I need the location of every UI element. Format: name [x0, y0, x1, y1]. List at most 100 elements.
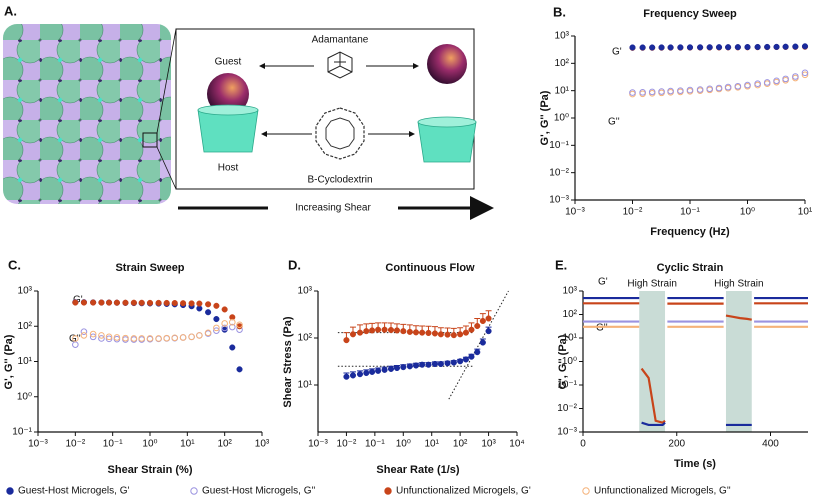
- data-point: [406, 363, 413, 370]
- data-point: [387, 326, 395, 334]
- cyclodextrin-molecule: [315, 107, 365, 160]
- x-axis-label: Frequency (Hz): [650, 226, 730, 238]
- host-rim: [417, 116, 477, 128]
- data-point: [479, 339, 486, 346]
- data-point: [734, 82, 742, 90]
- x-tick-label: 10⁻²: [65, 439, 85, 450]
- x-tick-label: 400: [762, 439, 779, 450]
- data-point: [349, 372, 357, 379]
- legend-marker: [384, 487, 392, 495]
- data-point: [763, 79, 771, 86]
- data-point: [387, 365, 395, 372]
- data-point: [801, 69, 809, 77]
- data-point: [213, 327, 220, 334]
- fit-line: [448, 290, 509, 400]
- y-tick-label: 10¹: [18, 356, 33, 367]
- x-tick-label: 10³: [255, 439, 270, 450]
- data-point: [468, 326, 475, 333]
- data-point: [146, 299, 154, 306]
- data-point: [105, 335, 113, 343]
- data-point: [122, 334, 129, 342]
- data-point: [171, 300, 178, 307]
- x-tick-label: 10⁻³: [28, 439, 48, 450]
- data-point: [155, 335, 162, 342]
- annotation: G'': [608, 117, 620, 128]
- data-point: [437, 331, 444, 338]
- data-point: [764, 43, 771, 50]
- x-axis-label: Shear Strain (%): [108, 464, 193, 476]
- data-point: [400, 364, 407, 371]
- data-point: [425, 361, 432, 368]
- data-point: [138, 299, 145, 306]
- host-rim: [197, 104, 259, 116]
- data-point: [356, 329, 364, 336]
- panel: B. Frequency Sweep Frequency (Hz) G', G'' (…: [539, 4, 813, 237]
- y-axis-label: G', G'' (Pa): [539, 90, 551, 145]
- x-tick-label: 10⁰: [142, 439, 157, 450]
- y-tick-label: 10⁰: [554, 113, 569, 124]
- data-point: [431, 330, 439, 337]
- data-point: [734, 44, 741, 51]
- data-point: [205, 309, 212, 316]
- data-point: [649, 44, 656, 51]
- data-point: [369, 327, 376, 334]
- region-label: High Strain: [714, 279, 763, 290]
- zoom-line: [156, 28, 177, 134]
- region-label: High Strain: [627, 279, 676, 290]
- data-point: [450, 359, 457, 366]
- data-point: [725, 44, 732, 51]
- data-point: [801, 71, 809, 79]
- panel: E. Cyclic Strain Time (s) G', G'' (Pa) G' G''…: [555, 257, 808, 470]
- data-point: [444, 360, 451, 367]
- panel-label: C.: [8, 257, 21, 272]
- data-point: [72, 335, 79, 342]
- microgel-lattice: [3, 24, 171, 204]
- y-tick-label: 10⁻²: [549, 167, 569, 178]
- data-line: [583, 296, 808, 427]
- y-tick-label: 10²: [563, 309, 578, 320]
- y-tick-label: 10²: [18, 321, 33, 332]
- legend-label: Guest-Host Microgels, G': [18, 486, 129, 497]
- x-tick-label: 10⁴: [509, 439, 524, 450]
- data-point: [479, 317, 486, 325]
- data-point: [179, 334, 187, 341]
- data-point: [369, 368, 376, 375]
- data-point: [171, 334, 179, 342]
- x-tick-label: 200: [668, 439, 685, 450]
- x-tick-label: 10⁰: [740, 207, 755, 218]
- data-line: [583, 302, 808, 424]
- shear-label: Increasing Shear: [295, 203, 371, 214]
- data-point: [236, 321, 243, 329]
- data-point: [667, 87, 674, 95]
- data-point: [715, 44, 723, 51]
- legend-label: Unfunctionalized Microgels, G': [396, 486, 531, 497]
- data-point: [457, 331, 464, 338]
- x-tick-label: 10¹: [180, 439, 195, 450]
- y-tick-label: 10⁰: [562, 356, 577, 367]
- data-point: [629, 44, 636, 51]
- cyclodextrin-ring: [325, 117, 355, 150]
- y-tick-label: 10²: [298, 333, 313, 344]
- data-point: [431, 360, 439, 368]
- shaded-region: [725, 291, 752, 432]
- x-tick-label: 10²: [217, 439, 232, 450]
- x-tick-label: 10³: [481, 439, 496, 450]
- data-point: [72, 299, 79, 306]
- data-point: [425, 329, 432, 337]
- data-point: [744, 81, 751, 89]
- data-point: [437, 360, 444, 368]
- x-tick-label: 10²: [453, 439, 468, 450]
- y-tick-label: 10¹: [563, 333, 578, 344]
- annotation: G': [73, 295, 83, 306]
- data-point: [221, 320, 228, 327]
- data-point: [98, 332, 105, 339]
- cyclodextrin-label: B-Cyclodextrin: [307, 175, 372, 186]
- x-tick-label: 10⁻¹: [680, 207, 700, 218]
- data-point: [229, 314, 236, 321]
- data-point: [715, 84, 723, 92]
- adamantane-label: Adamantane: [312, 35, 369, 46]
- data-point: [228, 323, 236, 331]
- y-tick-label: 10⁰: [17, 391, 32, 402]
- data-point: [412, 362, 420, 369]
- legend-label: Unfunctionalized Microgels, G'': [594, 486, 731, 497]
